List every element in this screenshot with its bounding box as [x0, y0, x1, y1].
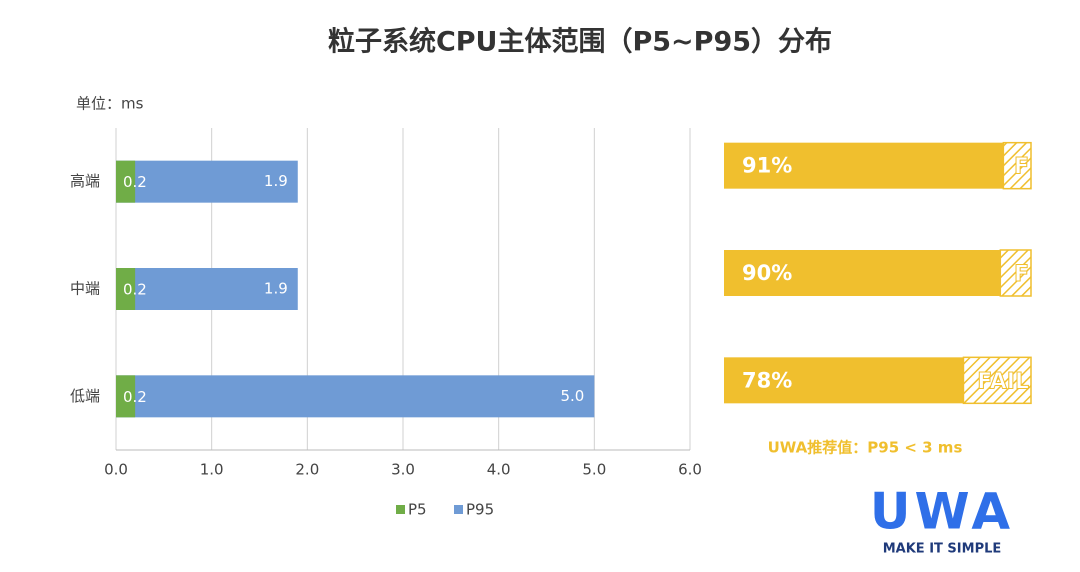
unit-label: 单位：ms	[76, 95, 144, 113]
bar	[116, 160, 298, 203]
bar	[116, 268, 298, 310]
bar	[116, 268, 136, 310]
bar	[116, 375, 136, 418]
fail-bar	[999, 249, 1032, 297]
logo: UWA	[870, 483, 1014, 541]
legend-label: P95	[466, 501, 494, 519]
y-tick-label: 高端	[70, 172, 100, 190]
fail-label: F	[1014, 155, 1029, 180]
fail-bar	[962, 356, 1032, 405]
x-tick-label: 1.0	[200, 461, 224, 479]
data-label: 1.9	[264, 280, 288, 298]
pass-label: 78%	[742, 368, 792, 392]
y-tick-label: 中端	[70, 280, 100, 298]
note: UWA推荐值：P95 < 3 ms	[768, 439, 963, 457]
fail-label: F	[1014, 262, 1029, 287]
x-tick-label: 3.0	[391, 461, 415, 479]
pass-bar	[724, 357, 964, 404]
x-tick-label: 2.0	[295, 461, 319, 479]
legend-label: P5	[408, 501, 427, 519]
data-label: 0.2	[123, 173, 147, 191]
x-tick-label: 0.0	[104, 461, 128, 479]
legend-swatch	[396, 505, 405, 514]
legend-swatch	[454, 505, 463, 514]
y-tick-label: 低端	[70, 387, 100, 405]
data-label: 1.9	[264, 172, 288, 190]
fail-bar	[1002, 141, 1032, 190]
x-tick-label: 5.0	[582, 461, 606, 479]
data-label: 5.0	[560, 387, 584, 405]
chart-title: 粒子系统CPU主体范围（P5~P95）分布	[328, 26, 832, 58]
data-label: 0.2	[123, 388, 147, 406]
bar	[116, 160, 136, 203]
logo-slogan: MAKE IT SIMPLE	[883, 542, 1002, 557]
x-tick-label: 6.0	[678, 461, 702, 479]
pass-label: 91%	[742, 154, 792, 178]
pass-bar	[724, 250, 1001, 296]
pass-bar	[724, 142, 1004, 189]
data-label: 0.2	[123, 281, 147, 299]
fail-label: FAIL	[977, 369, 1029, 394]
pass-label: 90%	[742, 261, 792, 285]
bar	[116, 375, 595, 418]
x-tick-label: 4.0	[487, 461, 511, 479]
